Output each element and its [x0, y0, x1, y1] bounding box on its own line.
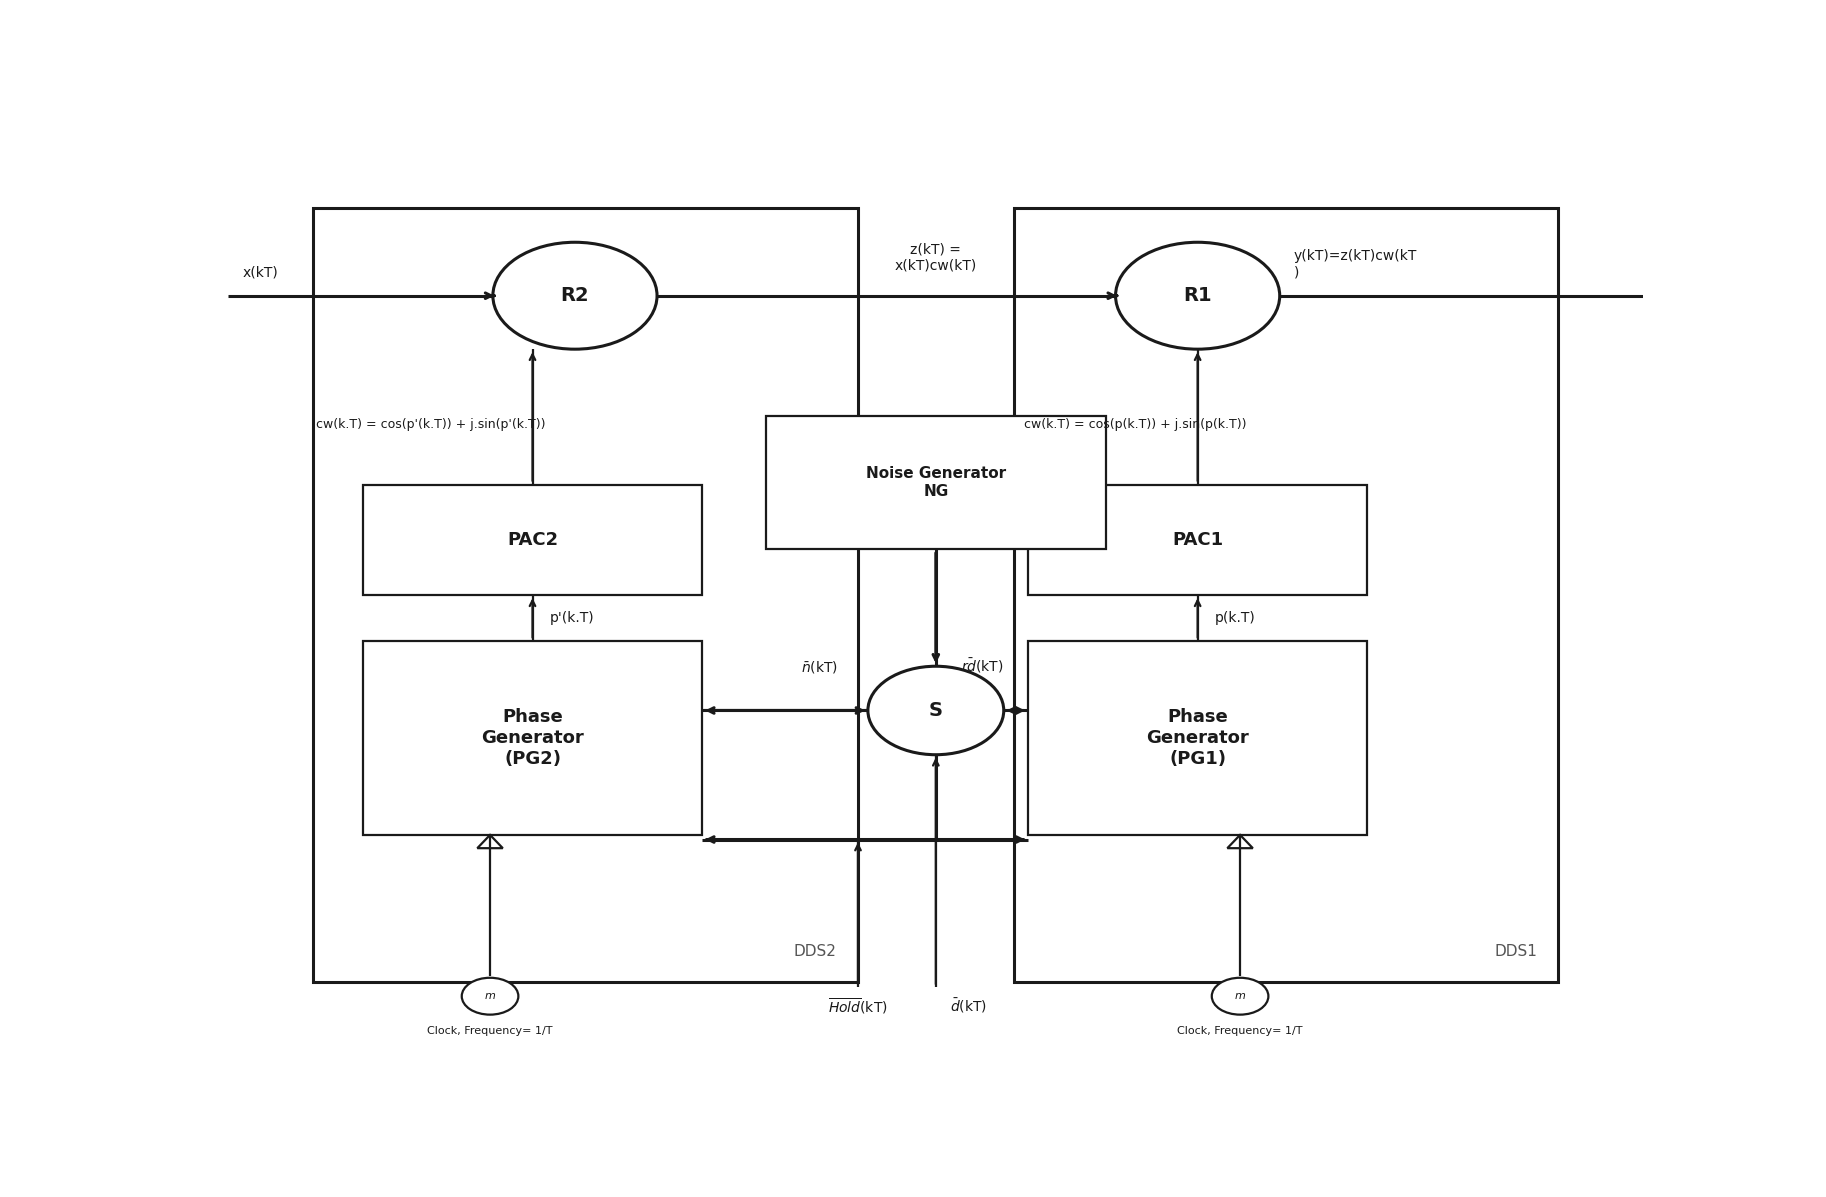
- Text: p'(k.T): p'(k.T): [550, 612, 593, 625]
- Text: z(kT) =
x(kT)cw(kT): z(kT) = x(kT)cw(kT): [895, 243, 977, 273]
- FancyBboxPatch shape: [767, 415, 1107, 549]
- Text: m: m: [484, 991, 495, 1001]
- Text: $\overline{Hold}$(kT): $\overline{Hold}$(kT): [829, 996, 887, 1015]
- Text: Noise Generator
NG: Noise Generator NG: [866, 466, 1006, 499]
- Text: PAC1: PAC1: [1172, 531, 1223, 549]
- Circle shape: [462, 978, 519, 1015]
- Text: DDS2: DDS2: [794, 944, 836, 959]
- Circle shape: [493, 242, 657, 350]
- Circle shape: [1212, 978, 1269, 1015]
- Text: Clock, Frequency= 1/T: Clock, Frequency= 1/T: [427, 1026, 553, 1035]
- Text: m: m: [1234, 991, 1245, 1001]
- Circle shape: [1116, 242, 1280, 350]
- FancyBboxPatch shape: [363, 485, 703, 595]
- Text: cw(k.T) = cos(p'(k.T)) + j.sin(p'(k.T)): cw(k.T) = cos(p'(k.T)) + j.sin(p'(k.T)): [316, 418, 546, 431]
- FancyBboxPatch shape: [314, 208, 858, 983]
- Text: cw(k.T) = cos(p(k.T)) + j.sin(p(k.T)): cw(k.T) = cos(p(k.T)) + j.sin(p(k.T)): [1024, 418, 1245, 431]
- FancyBboxPatch shape: [1013, 208, 1559, 983]
- Text: Phase
Generator
(PG1): Phase Generator (PG1): [1147, 709, 1249, 768]
- Text: R1: R1: [1183, 286, 1212, 305]
- Text: $\bar{n}$(kT): $\bar{n}$(kT): [800, 660, 838, 675]
- Text: $\bar{d}$(kT): $\bar{d}$(kT): [950, 996, 986, 1015]
- Text: x(kT): x(kT): [243, 265, 278, 279]
- Text: $\bar{rd}$(kT): $\bar{rd}$(kT): [960, 657, 1002, 675]
- Text: PAC2: PAC2: [508, 531, 559, 549]
- Circle shape: [867, 667, 1004, 755]
- Text: y(kT)=z(kT)cw(kT
): y(kT)=z(kT)cw(kT ): [1295, 249, 1417, 279]
- Text: S: S: [929, 701, 942, 719]
- FancyBboxPatch shape: [363, 642, 703, 836]
- FancyBboxPatch shape: [1028, 642, 1368, 836]
- FancyBboxPatch shape: [1028, 485, 1368, 595]
- Text: R2: R2: [561, 286, 590, 305]
- Text: p(k.T): p(k.T): [1214, 612, 1254, 625]
- Text: Phase
Generator
(PG2): Phase Generator (PG2): [480, 709, 584, 768]
- Text: DDS1: DDS1: [1494, 944, 1537, 959]
- Text: Clock, Frequency= 1/T: Clock, Frequency= 1/T: [1178, 1026, 1302, 1035]
